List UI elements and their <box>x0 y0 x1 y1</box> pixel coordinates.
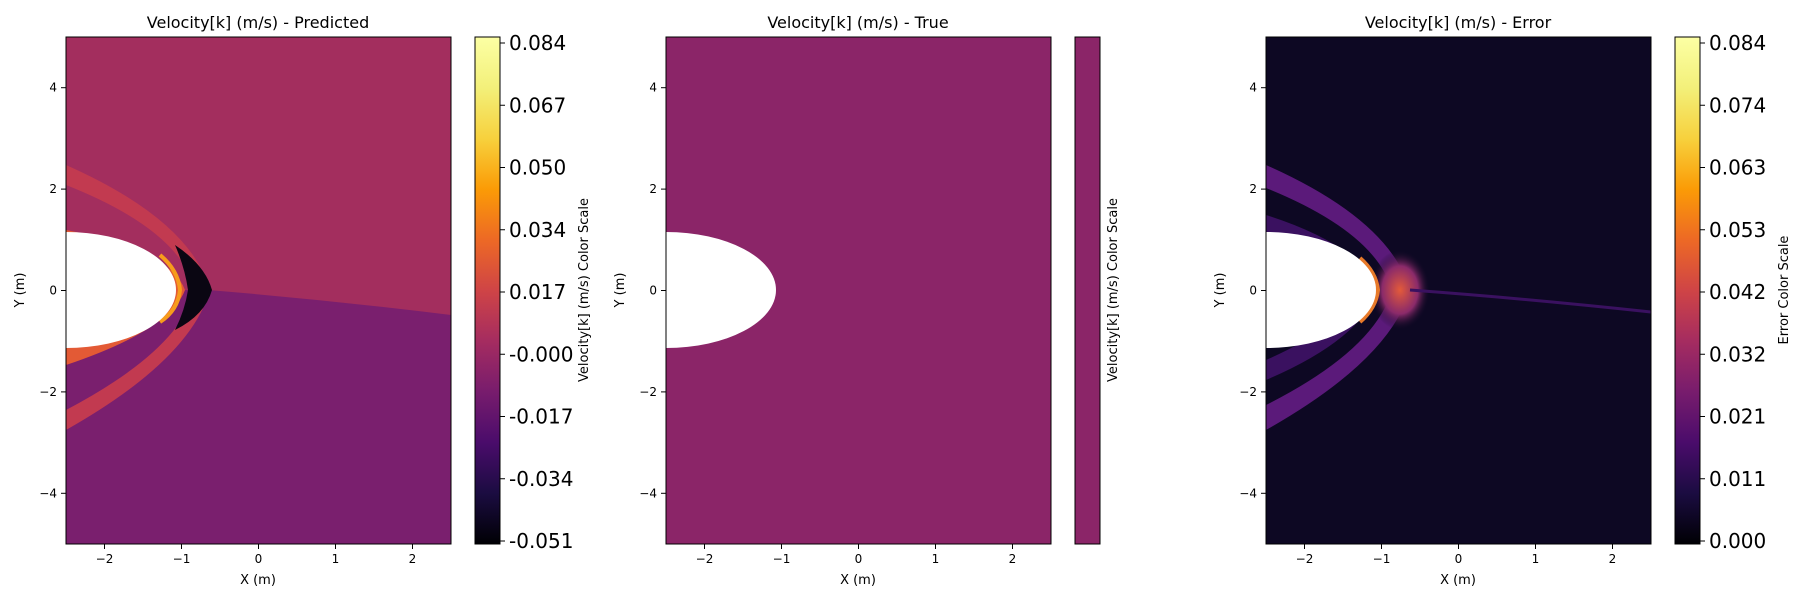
y-ticks: −4 −2 0 2 4 <box>39 81 66 500</box>
colorbar-tick-label: 0.032 <box>1709 342 1766 366</box>
colorbar-label: Velocity[k] (m/s) Color Scale <box>1106 198 1121 382</box>
x-tick-label: −1 <box>173 552 191 566</box>
y-tick-label: 2 <box>649 182 657 196</box>
colorbar-tick-label: 0.011 <box>1709 467 1766 491</box>
x-tick-label: 1 <box>932 552 940 566</box>
colorbar-tick-label: 0.063 <box>1709 156 1766 180</box>
colorbar-tick-label: 0.050 <box>509 156 566 180</box>
obstacle <box>66 232 176 348</box>
heatmap-field <box>666 37 1051 544</box>
x-axis-label: X (m) <box>840 573 876 588</box>
x-tick-label: 2 <box>409 552 417 566</box>
colorbar-tick-label: 0.034 <box>509 218 566 242</box>
y-tick-label: 0 <box>1249 284 1257 298</box>
panel-error: Velocity[k] (m/s) - Error −2 −1 0 1 2 −4 −2 0 2… <box>1213 13 1792 588</box>
y-tick-label: 2 <box>1249 182 1257 196</box>
x-axis-label: X (m) <box>240 573 276 588</box>
shock-band <box>1266 165 1410 430</box>
y-tick-label: 4 <box>49 81 57 95</box>
x-tick-label: 2 <box>1009 552 1017 566</box>
colorbar-tick-label: 0.074 <box>1709 93 1766 117</box>
y-tick-label: −2 <box>1239 385 1257 399</box>
colorbar-tick-label: -0.017 <box>509 405 573 429</box>
x-tick-label: −1 <box>1373 552 1391 566</box>
y-tick-label: −4 <box>639 486 657 500</box>
x-ticks: −2 −1 0 1 2 <box>96 544 417 566</box>
x-tick-label: −2 <box>96 552 114 566</box>
chart-title: Velocity[k] (m/s) - True <box>767 13 948 32</box>
x-tick-label: 1 <box>332 552 340 566</box>
colorbar-tick-label: -0.000 <box>509 342 573 366</box>
x-tick-label: −2 <box>696 552 714 566</box>
colorbar-tick-label: 0.053 <box>1709 218 1766 242</box>
colorbar-tick-label: -0.034 <box>509 467 573 491</box>
x-tick-label: −1 <box>773 552 791 566</box>
x-tick-label: 0 <box>855 552 863 566</box>
y-axis-label: Y (m) <box>1213 273 1228 309</box>
error-edge <box>1358 256 1381 324</box>
colorbar-label: Velocity[k] (m/s) Color Scale <box>577 198 592 382</box>
colorbar-label: Error Color Scale <box>1777 236 1792 345</box>
y-tick-label: −2 <box>639 385 657 399</box>
x-ticks: −2 −1 0 1 2 <box>696 544 1017 566</box>
dark-core <box>175 245 212 330</box>
y-ticks: −4 −2 0 2 4 <box>1239 81 1266 500</box>
y-axis-label: Y (m) <box>13 273 28 309</box>
chart-title: Velocity[k] (m/s) - Error <box>1365 13 1552 32</box>
colorbar <box>1674 36 1701 545</box>
colorbar-ticks: 0.084 0.067 0.050 0.034 0.017 -0.000 -0.017 -0.… <box>500 31 573 553</box>
y-tick-label: −4 <box>39 486 57 500</box>
colorbar-tick-label: 0.042 <box>1709 280 1766 304</box>
colorbar-tick-label: -0.051 <box>509 529 573 553</box>
colorbar-ticks: 0.084 0.074 0.063 0.053 0.042 0.032 0.021 0.011… <box>1700 31 1766 553</box>
x-tick-label: 2 <box>1609 552 1617 566</box>
y-tick-label: 4 <box>1249 81 1257 95</box>
y-ticks: −4 −2 0 2 4 <box>639 81 666 500</box>
heatmap-field <box>1266 37 1651 544</box>
shock-outer <box>66 165 210 430</box>
obstacle <box>666 232 776 348</box>
colorbar-tick-label: 0.084 <box>509 31 566 55</box>
colorbar-tick-label: 0.084 <box>1709 31 1766 55</box>
x-tick-label: 0 <box>255 552 263 566</box>
panel-true: Velocity[k] (m/s) - True −2 −1 0 1 2 −4 −2 0 2 4… <box>613 13 1121 588</box>
colorbar-tick-label: 0.017 <box>509 280 566 304</box>
colorbar <box>474 36 501 545</box>
y-tick-label: −4 <box>1239 486 1257 500</box>
y-tick-label: 4 <box>649 81 657 95</box>
x-axis-label: X (m) <box>1440 573 1476 588</box>
highlight-edge <box>158 253 183 324</box>
y-tick-label: −2 <box>39 385 57 399</box>
y-axis-label: Y (m) <box>613 273 628 309</box>
x-tick-label: −2 <box>1296 552 1314 566</box>
heatmap-field <box>66 37 451 544</box>
colorbar-tick-label: 0.000 <box>1709 529 1766 553</box>
colorbar-tick-label: 0.067 <box>509 93 566 117</box>
chart-title: Velocity[k] (m/s) - Predicted <box>147 13 369 32</box>
error-hotspot <box>1370 250 1430 330</box>
colorbar-tick-label: 0.021 <box>1709 405 1766 429</box>
colorbar <box>1074 36 1101 545</box>
y-tick-label: 2 <box>49 182 57 196</box>
panel-predicted: Velocity[k] (m/s) - Predicted −2 −1 0 1 2 −4… <box>13 13 592 588</box>
wake-line <box>1409 288 1651 314</box>
y-tick-label: 0 <box>649 284 657 298</box>
x-tick-label: 1 <box>1532 552 1540 566</box>
y-tick-label: 0 <box>49 284 57 298</box>
obstacle <box>1266 232 1376 348</box>
x-ticks: −2 −1 0 1 2 <box>1296 544 1617 566</box>
x-tick-label: 0 <box>1455 552 1463 566</box>
